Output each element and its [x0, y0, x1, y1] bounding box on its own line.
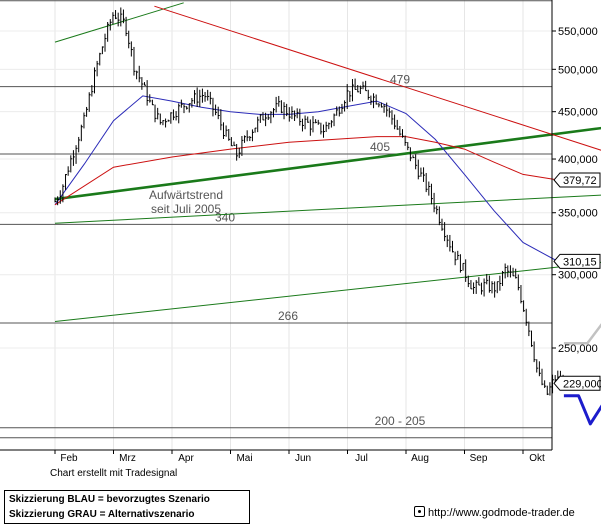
y-tick-label: 500,000: [558, 64, 598, 76]
globe-icon: [414, 506, 425, 517]
y-tick-label: 400,000: [558, 154, 598, 166]
moving-averages: [54, 95, 559, 262]
scenario-paths: [563, 323, 601, 426]
price-bars: [54, 7, 565, 396]
horizontal-levels: 593479405340266200 - 205: [0, 0, 552, 439]
trend-line: [54, 126, 601, 201]
x-tick-label: Apr: [178, 453, 194, 464]
price-tag-label: 379,72: [563, 175, 597, 187]
moving-average-line: [54, 136, 559, 206]
y-tick-label: 450,000: [558, 107, 598, 119]
x-tick-label: Mrz: [119, 453, 136, 464]
legend-blue: Skizzierung BLAU = bevorzugtes Szenario: [9, 494, 210, 505]
x-tick-label: Okt: [529, 453, 545, 464]
level-label: 593: [186, 0, 206, 1]
y-tick-label: 300,000: [558, 270, 598, 282]
scenario-gray: [563, 323, 601, 345]
x-tick-label: Jul: [355, 453, 368, 464]
trend-line: [54, 2, 184, 43]
price-tag: [553, 375, 601, 391]
legend-gray: Skizzierung GRAU = Alternativszenario: [9, 509, 195, 520]
scenario-blue: [563, 394, 601, 426]
trend-line: [154, 5, 601, 151]
x-tick-label: Jun: [295, 453, 311, 464]
x-tick-label: Mai: [236, 453, 252, 464]
axes: 550,000 500,000 450,000 400,000 350,000 300,0…: [0, 0, 598, 464]
source-link[interactable]: http://www.godmode-trader.de: [414, 506, 575, 519]
y-tick-label: 250,000: [558, 343, 598, 355]
x-tick-label: Aug: [411, 453, 429, 464]
level-label: 266: [278, 309, 298, 323]
level-label: 479: [390, 73, 410, 87]
level-label: 200 - 205: [375, 414, 426, 428]
price-tag: [553, 172, 601, 188]
trend-annotation: Aufwärtstrend: [149, 188, 223, 202]
trend-lines: [54, 2, 601, 322]
trend-line: [54, 194, 601, 224]
level-label: 405: [370, 140, 390, 154]
moving-average-line: [54, 95, 559, 262]
price-tag: [553, 253, 601, 269]
source-url: http://www.godmode-trader.de: [428, 507, 575, 519]
price-tag-label: 229,000: [563, 378, 601, 390]
price-tag-label: 310,15: [563, 256, 597, 268]
x-tick-label: Feb: [60, 453, 78, 464]
x-tick-label: Sep: [470, 453, 488, 464]
trend-annotation: seit Juli 2005: [151, 202, 221, 216]
y-tick-label: 350,000: [558, 208, 598, 220]
y-tick-label: 550,000: [558, 26, 598, 38]
grid-lines: [0, 0, 552, 450]
scenario-legend: Skizzierung BLAU = bevorzugtes Szenario …: [4, 490, 250, 524]
price-tags: 379,72 310,15 229,000: [553, 172, 601, 391]
chart-credit: Chart erstellt mit Tradesignal: [50, 468, 178, 479]
trend-line: [54, 261, 601, 322]
